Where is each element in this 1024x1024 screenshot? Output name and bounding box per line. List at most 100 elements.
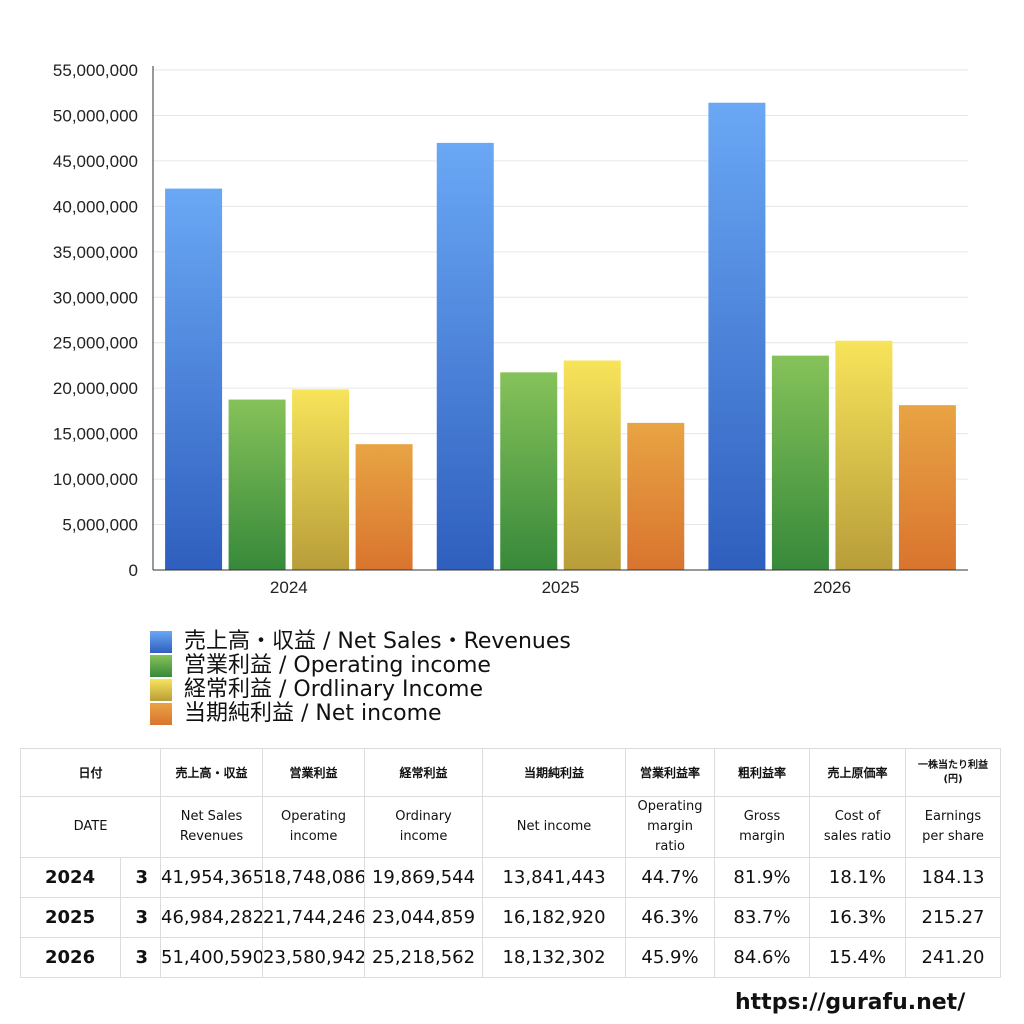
y-tick-label: 50,000,000: [53, 106, 138, 125]
bar-2025-series-1: [500, 372, 558, 570]
bar-2026-series-1: [771, 355, 829, 570]
x-axis-tick-labels: 2024 2025 2026: [270, 578, 851, 597]
cell-operating: 21,744,246: [262, 897, 366, 938]
cell-eps: 215.27: [905, 897, 1002, 938]
bar-2024-series-0: [165, 188, 223, 570]
cell-sales: 46,984,282: [160, 897, 264, 938]
y-tick-label: 10,000,000: [53, 470, 138, 489]
cell-net: 16,182,920: [482, 897, 627, 938]
y-axis-tick-labels: 0 5,000,000 10,000,000 15,000,000 20,000,000…: [53, 61, 138, 580]
cell-op-margin: 46.3%: [625, 897, 716, 938]
cell-operating: 23,580,942: [262, 937, 366, 978]
financial-data-table: 日付 売上高・収益 営業利益 経常利益 当期純利益 営業利益率 粗利益率 売上原…: [19, 748, 1002, 978]
y-tick-label: 35,000,000: [53, 243, 138, 262]
cell-gross-margin: 84.6%: [714, 937, 811, 978]
legend-swatch-net-sales: [150, 631, 172, 653]
x-tick-label: 2024: [270, 578, 308, 597]
header-gross-margin-jp: 粗利益率: [714, 748, 811, 797]
legend-swatch-operating-income: [150, 655, 172, 677]
legend-swatch-net-income: [150, 703, 172, 725]
bar-2025-series-3: [627, 422, 685, 570]
cell-net: 13,841,443: [482, 857, 627, 898]
cell-eps: 184.13: [905, 857, 1002, 898]
bar-chart: 0 5,000,000 10,000,000 15,000,000 20,000,000…: [53, 61, 968, 597]
header-date-jp: 日付: [19, 748, 162, 797]
cell-ordinary: 19,869,544: [364, 857, 484, 898]
bar-2025-series-2: [563, 360, 621, 570]
bar-2026-series-2: [835, 340, 893, 570]
y-tick-label: 55,000,000: [53, 61, 138, 80]
cell-year: 2024: [20, 857, 121, 898]
header-op-margin-en: Operating margin ratio: [625, 796, 716, 858]
table-header-row-jp: 日付 売上高・収益 営業利益 経常利益 当期純利益 営業利益率 粗利益率 売上原…: [19, 748, 1002, 797]
cell-eps: 241.20: [905, 937, 1002, 978]
legend-item-operating-income: 営業利益 / Operating income: [150, 654, 571, 678]
header-net-en: Net income: [482, 796, 627, 858]
cell-cost-ratio: 16.3%: [809, 897, 907, 938]
legend-label-ordinary-income: 経常利益 / Ordlinary Income: [184, 677, 483, 702]
header-eps-jp: 一株当たり利益 (円): [905, 748, 1002, 797]
x-tick-label: 2025: [542, 578, 580, 597]
y-tick-label: 30,000,000: [53, 288, 138, 307]
cell-cost-ratio: 18.1%: [809, 857, 907, 898]
grid-lines: [153, 69, 968, 526]
cell-sales: 41,954,365: [160, 857, 264, 898]
header-sales-en: Net Sales Revenues: [160, 796, 264, 858]
cell-month: 3: [119, 857, 162, 898]
legend-item-net-income: 当期純利益 / Net income: [150, 702, 571, 726]
x-tick-label: 2026: [813, 578, 851, 597]
y-tick-label: 45,000,000: [53, 152, 138, 171]
legend-item-ordinary-income: 経常利益 / Ordlinary Income: [150, 678, 571, 702]
header-cost-ratio-en: Cost of sales ratio: [809, 796, 907, 858]
legend-item-net-sales: 売上高・収益 / Net Sales・Revenues: [150, 630, 571, 654]
bars: [165, 102, 956, 570]
cell-cost-ratio: 15.4%: [809, 937, 907, 978]
header-op-margin-jp: 営業利益率: [625, 748, 716, 797]
table-row: 2024 3 41,954,365 18,748,086 19,869,544 …: [20, 857, 1002, 898]
header-net-jp: 当期純利益: [482, 748, 627, 797]
table-header-row-en: DATE Net Sales Revenues Operating income…: [19, 796, 1002, 858]
cell-operating: 18,748,086: [262, 857, 366, 898]
legend-label-operating-income: 営業利益 / Operating income: [184, 653, 491, 678]
header-ordinary-en: Ordinary income: [364, 796, 484, 858]
y-tick-label: 15,000,000: [53, 425, 138, 444]
legend-label-net-sales: 売上高・収益 / Net Sales・Revenues: [184, 629, 571, 654]
header-ordinary-jp: 経常利益: [364, 748, 484, 797]
cell-ordinary: 25,218,562: [364, 937, 484, 978]
header-gross-margin-en: Gross margin: [714, 796, 811, 858]
site-url[interactable]: https://gurafu.net/: [735, 990, 966, 1015]
header-operating-jp: 営業利益: [262, 748, 366, 797]
axes: [152, 66, 968, 571]
legend-swatch-ordinary-income: [150, 679, 172, 701]
bar-2026-series-3: [898, 405, 956, 570]
bar-2026-series-0: [708, 102, 766, 570]
cell-ordinary: 23,044,859: [364, 897, 484, 938]
y-tick-label: 40,000,000: [53, 197, 138, 216]
cell-op-margin: 44.7%: [625, 857, 716, 898]
cell-gross-margin: 81.9%: [714, 857, 811, 898]
y-tick-label: 0: [129, 561, 138, 580]
bar-2024-series-2: [292, 389, 350, 570]
y-tick-label: 25,000,000: [53, 334, 138, 353]
cell-net: 18,132,302: [482, 937, 627, 978]
cell-month: 3: [119, 937, 162, 978]
bar-2025-series-0: [436, 142, 494, 570]
y-tick-label: 5,000,000: [62, 516, 138, 535]
cell-sales: 51,400,590: [160, 937, 264, 978]
cell-year: 2026: [20, 937, 121, 978]
cell-year: 2025: [20, 897, 121, 938]
header-sales-jp: 売上高・収益: [160, 748, 264, 797]
table-row: 2026 3 51,400,590 23,580,942 25,218,562 …: [20, 937, 1002, 978]
cell-gross-margin: 83.7%: [714, 897, 811, 938]
header-operating-en: Operating income: [262, 796, 366, 858]
header-date-en: DATE: [19, 796, 162, 858]
bar-2024-series-1: [228, 399, 286, 570]
chart-legend: 売上高・収益 / Net Sales・Revenues 営業利益 / Opera…: [150, 630, 571, 726]
legend-label-net-income: 当期純利益 / Net income: [184, 701, 442, 726]
header-eps-en: Earnings per share: [905, 796, 1002, 858]
y-tick-label: 20,000,000: [53, 379, 138, 398]
table-row: 2025 3 46,984,282 21,744,246 23,044,859 …: [20, 897, 1002, 938]
bar-2024-series-3: [355, 444, 413, 570]
cell-op-margin: 45.9%: [625, 937, 716, 978]
header-cost-ratio-jp: 売上原価率: [809, 748, 907, 797]
